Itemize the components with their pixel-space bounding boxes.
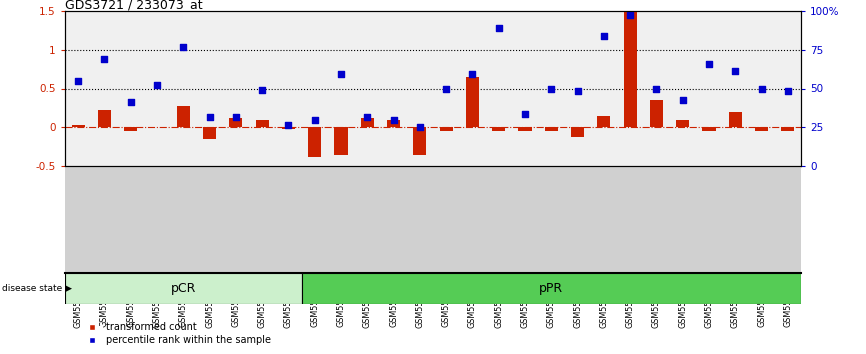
Bar <box>361 118 374 127</box>
Point <box>413 125 427 130</box>
Point <box>781 88 795 94</box>
Point <box>624 12 637 17</box>
Point <box>203 114 216 120</box>
Bar <box>387 120 400 127</box>
Bar <box>492 127 505 131</box>
Point <box>150 82 164 87</box>
Point <box>571 88 585 94</box>
Legend: transformed count, percentile rank within the sample: transformed count, percentile rank withi… <box>79 319 275 349</box>
Point <box>492 25 506 30</box>
Point <box>255 87 269 93</box>
Point <box>307 117 321 122</box>
Bar <box>301 273 801 304</box>
Bar <box>177 107 190 127</box>
Point <box>675 97 689 103</box>
Point <box>728 69 742 74</box>
Bar <box>755 127 768 131</box>
Bar <box>545 127 558 131</box>
Point <box>334 72 348 77</box>
Bar <box>624 12 637 127</box>
Point <box>650 86 663 91</box>
Point <box>98 56 112 62</box>
Bar <box>466 77 479 127</box>
Bar <box>519 127 532 131</box>
Point <box>439 86 453 91</box>
Bar <box>255 120 268 127</box>
Point <box>229 114 242 120</box>
Bar <box>598 116 611 127</box>
Bar <box>334 127 347 155</box>
Point <box>386 117 400 122</box>
Point <box>545 86 559 91</box>
Bar <box>281 127 295 129</box>
Bar <box>124 127 137 131</box>
Point <box>281 122 295 128</box>
Point <box>177 44 191 50</box>
Point <box>124 99 138 104</box>
Point <box>518 112 532 117</box>
Bar <box>781 127 794 131</box>
Bar <box>571 127 585 137</box>
Text: pPR: pPR <box>540 282 564 295</box>
Bar <box>72 125 85 127</box>
Bar <box>729 112 742 127</box>
Point <box>597 33 611 38</box>
Point <box>466 72 480 77</box>
Bar <box>229 118 242 127</box>
Bar <box>440 127 453 131</box>
Bar <box>413 127 426 155</box>
Point <box>360 114 374 119</box>
Bar <box>702 127 715 131</box>
Text: pCR: pCR <box>171 282 196 295</box>
Point <box>702 61 716 67</box>
Bar <box>308 127 321 157</box>
Bar <box>676 120 689 127</box>
Bar <box>98 110 111 127</box>
Text: GDS3721 / 233073_at: GDS3721 / 233073_at <box>65 0 203 11</box>
Bar <box>203 127 216 139</box>
Bar <box>65 273 301 304</box>
Bar <box>650 100 663 127</box>
Text: disease state ▶: disease state ▶ <box>2 284 72 293</box>
Point <box>71 78 85 84</box>
Point <box>754 86 768 91</box>
